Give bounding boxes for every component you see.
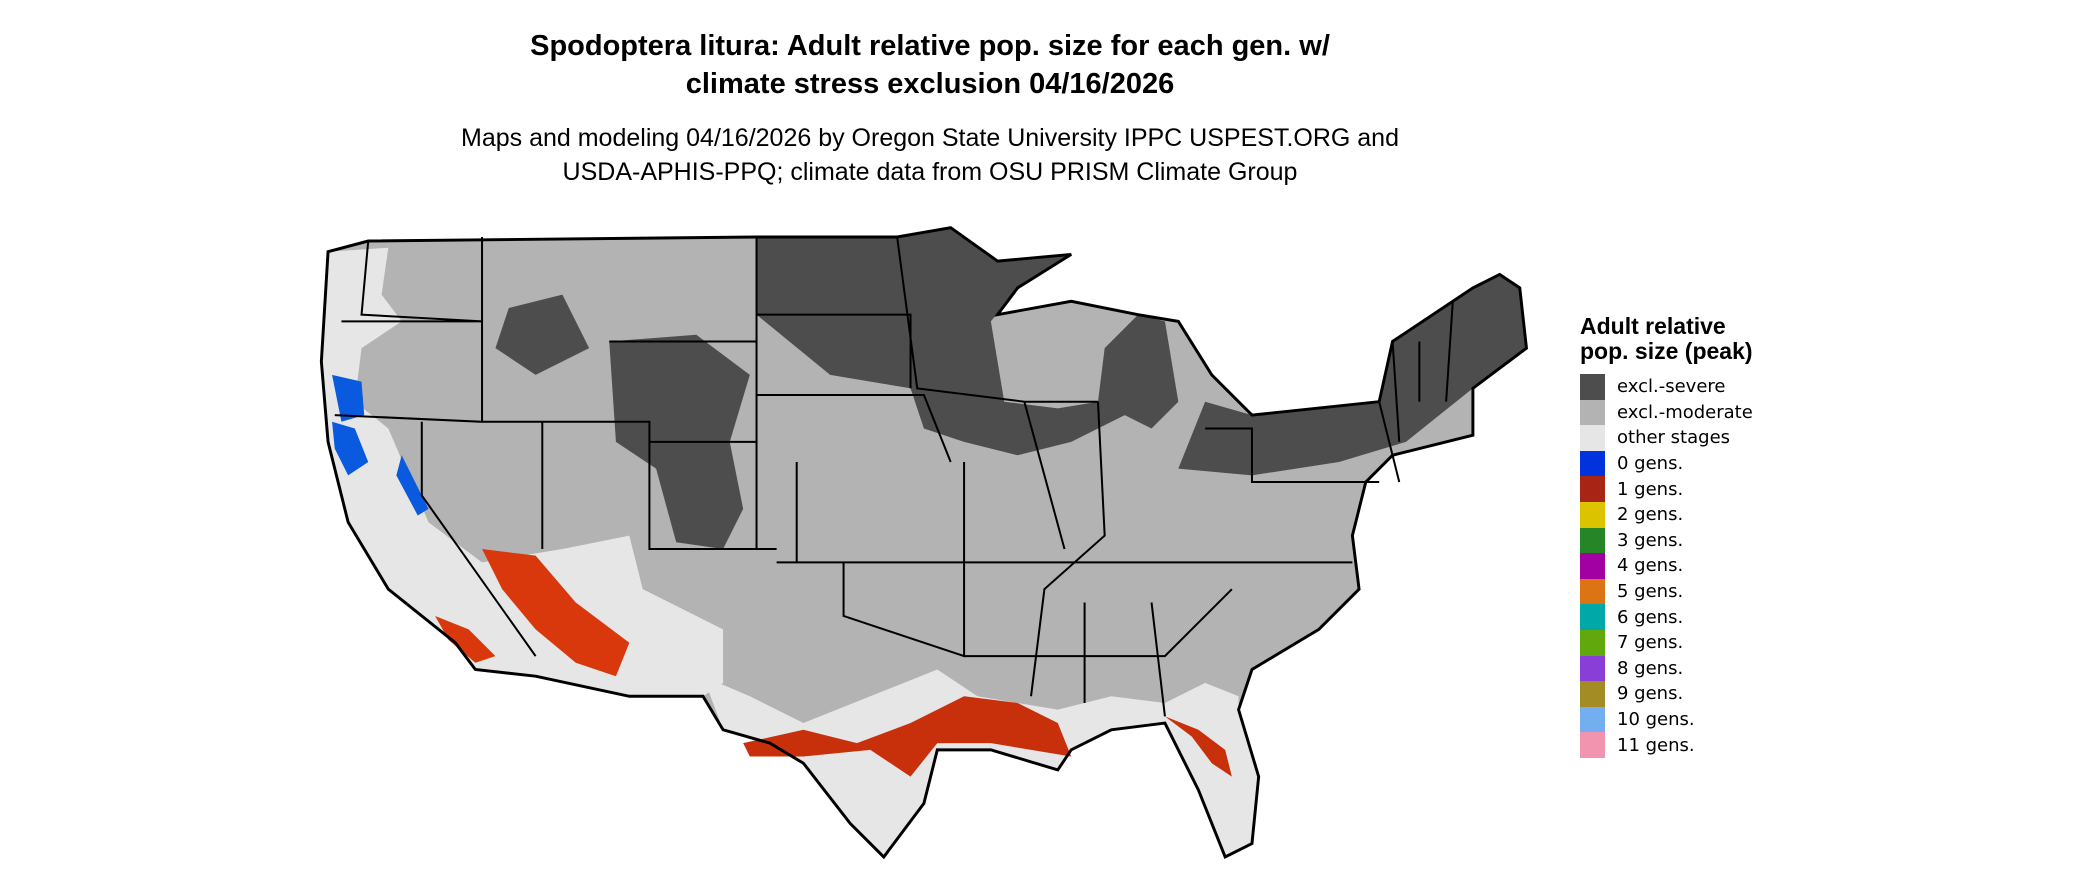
legend-title: Adult relative pop. size (peak) [1580,313,1753,364]
map-subtitle-line1: Maps and modeling 04/16/2026 by Oregon S… [461,124,1399,152]
other-stages-south [702,669,1259,857]
legend-item: excl.-severe [1580,374,1780,400]
legend-label: 1 gens. [1617,478,1684,500]
legend-swatch [1580,476,1605,502]
legend-label: 7 gens. [1617,632,1684,654]
legend-label: 2 gens. [1617,504,1684,526]
legend-label: 6 gens. [1617,606,1684,628]
map-title-line1: Spodoptera litura: Adult relative pop. s… [530,30,1330,62]
legend-swatch [1580,374,1605,400]
legend-label: 9 gens. [1617,683,1684,705]
one-gen-gulf [743,696,1232,777]
legend-label: excl.-moderate [1617,401,1753,423]
legend-label: 8 gens. [1617,657,1684,679]
legend-label: 4 gens. [1617,555,1684,577]
legend-swatch [1580,706,1605,733]
one-gen-southwest [435,548,630,677]
legend-item: 9 gens. [1580,681,1780,707]
legend-swatch [1580,629,1605,656]
state-borders [334,236,1454,717]
legend-item: 7 gens. [1580,629,1780,656]
excl-severe-northeast [1178,274,1527,476]
zero-gen-west-coast [332,374,429,516]
legend-swatch [1580,501,1605,528]
legend-item: 3 gens. [1580,527,1780,554]
legend-label: 10 gens. [1617,709,1695,731]
legend-swatch [1580,450,1605,477]
legend-label: 11 gens. [1617,734,1695,756]
legend-swatch [1580,425,1605,451]
legend-label: 5 gens. [1617,581,1684,603]
legend-swatch [1580,604,1605,630]
us-outline [319,226,1529,860]
legend-swatch [1580,399,1605,426]
legend-swatch [1580,578,1605,605]
legend-label: 0 gens. [1617,453,1684,475]
legend-swatch [1580,655,1605,682]
legend-item: 2 gens. [1580,501,1780,528]
legend-swatch [1580,527,1605,554]
legend-item: excl.-moderate [1580,399,1780,426]
legend-swatch [1580,732,1605,758]
legend-item: 8 gens. [1580,655,1780,682]
legend-swatch [1580,681,1605,707]
legend-item: 0 gens. [1580,450,1780,477]
legend-item: 5 gens. [1580,578,1780,605]
legend-item: 6 gens. [1580,604,1780,630]
legend-label: other stages [1617,427,1731,449]
legend-item: 1 gens. [1580,476,1780,502]
legend: Adult relative pop. size (peak) excl.-se… [1580,314,1780,758]
excl-severe-north [756,227,1179,456]
legend-item: other stages [1580,425,1780,451]
legend-item: 11 gens. [1580,732,1780,758]
map-subtitle-line2: USDA-APHIS-PPQ; climate data from OSU PR… [562,158,1298,186]
map-title-line2: climate stress exclusion 04/16/2026 [685,68,1175,100]
legend-item: 4 gens. [1580,553,1780,579]
legend-item: 10 gens. [1580,706,1780,733]
other-stages-west [321,247,724,697]
legend-label: excl.-severe [1617,376,1726,398]
legend-label: 3 gens. [1617,529,1684,551]
legend-swatch [1580,553,1605,579]
